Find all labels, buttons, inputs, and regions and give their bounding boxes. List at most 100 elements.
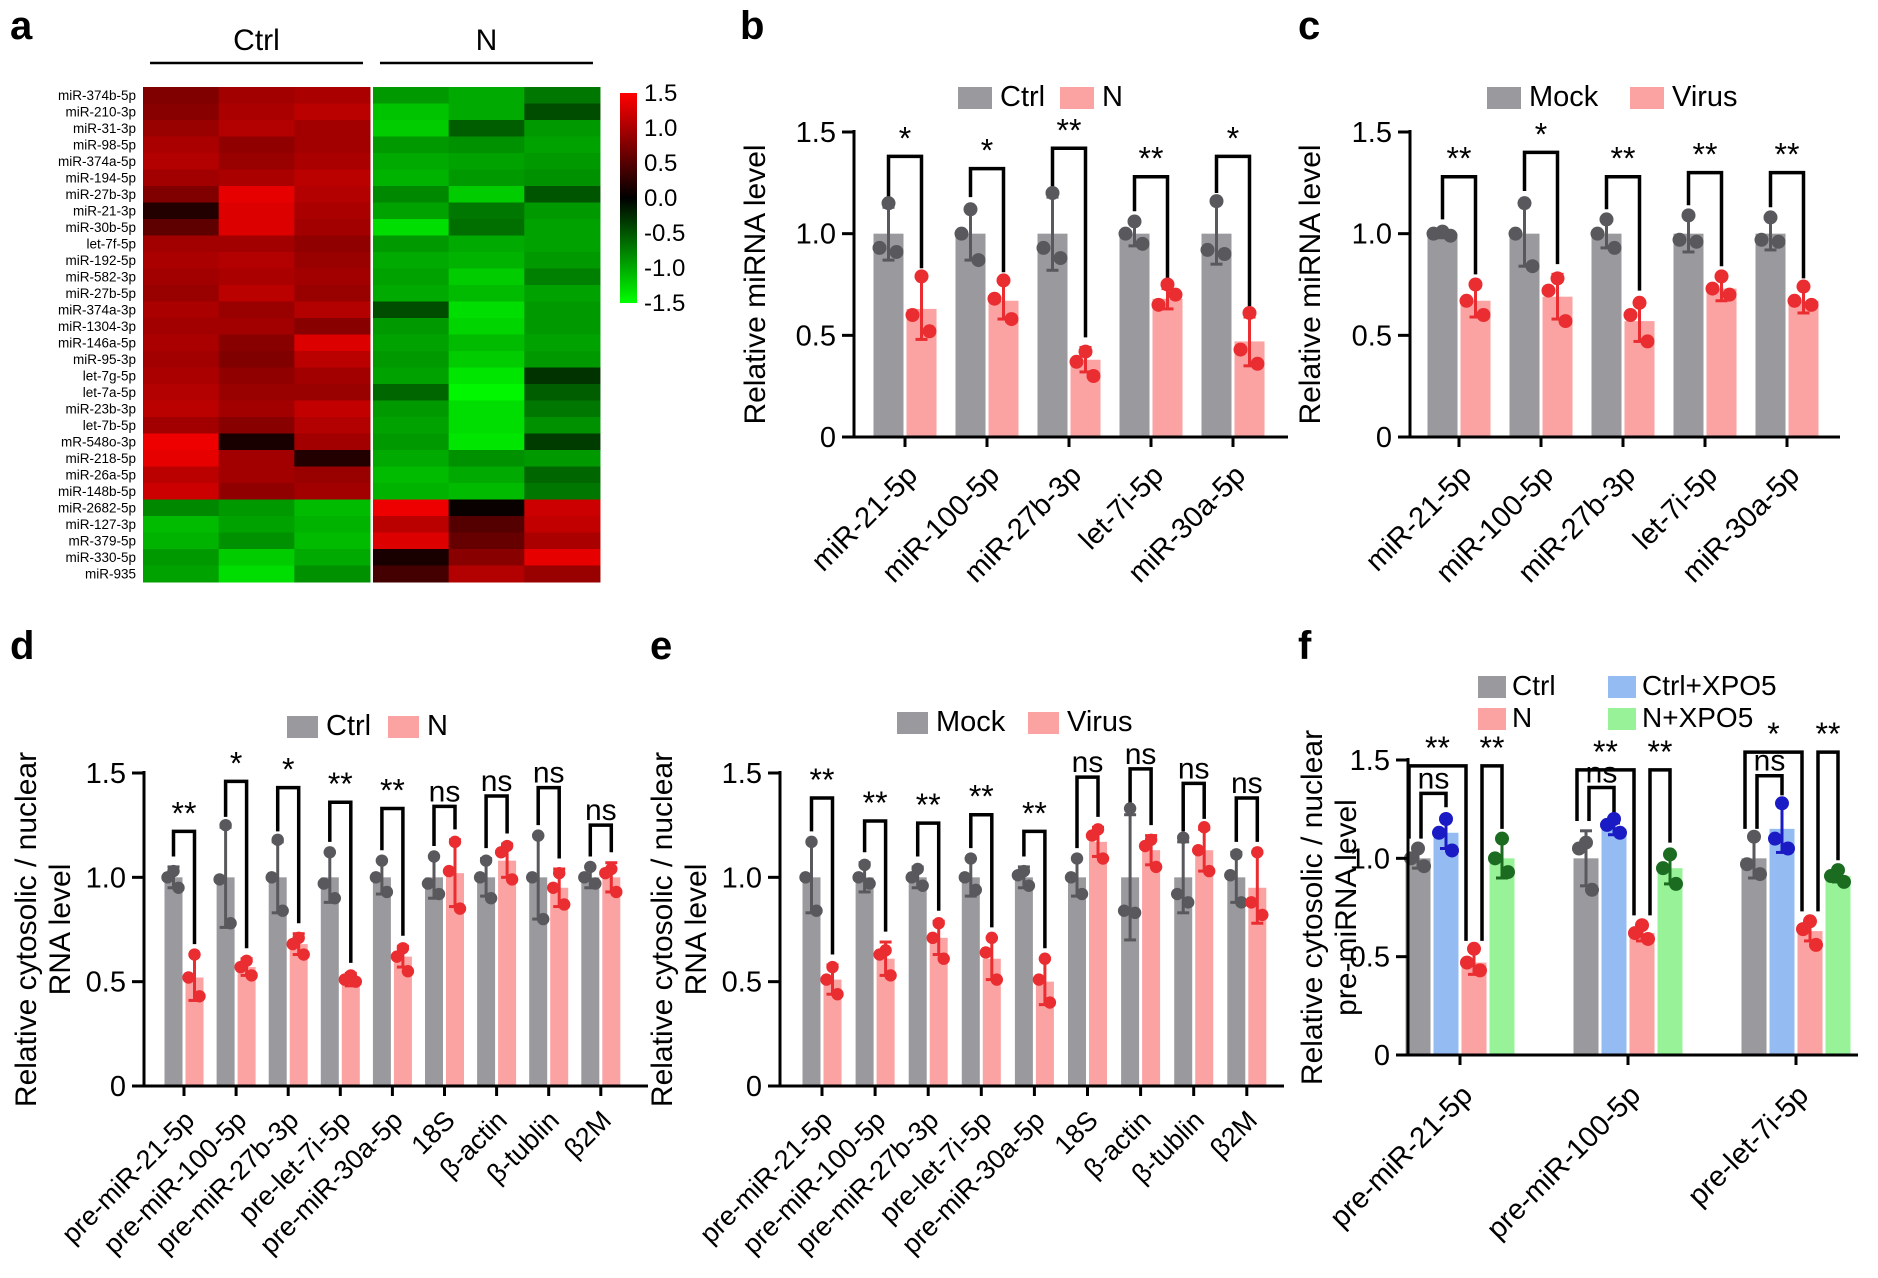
y-axis-title: RNA level (680, 864, 713, 996)
heatmap-cell (524, 549, 601, 566)
data-point (1198, 821, 1211, 834)
y-tick-label: 1.0 (722, 862, 762, 894)
legend-swatch (1630, 87, 1664, 109)
bar (1427, 233, 1458, 437)
heatmap-cell (218, 417, 295, 434)
bar (961, 877, 980, 1086)
data-point (188, 948, 201, 961)
legend-label: Ctrl+XPO5 (1642, 670, 1777, 701)
data-point (1641, 931, 1655, 946)
bar (982, 958, 1001, 1086)
significance-label: ns (481, 765, 513, 798)
data-point (421, 877, 435, 890)
data-point (1036, 240, 1051, 255)
bar (1591, 233, 1622, 437)
heatmap-cell (143, 235, 220, 253)
data-point (1053, 251, 1068, 266)
data-point (1045, 186, 1060, 200)
data-point (427, 850, 441, 863)
significance-label: ns (1125, 738, 1157, 771)
significance-bracket (862, 819, 888, 932)
heatmap-row-label: miR-26a-5p (65, 467, 136, 482)
bar (529, 877, 548, 1086)
significance-label: ** (1022, 795, 1047, 831)
heatmap-row-label: miR-330-5p (65, 550, 136, 565)
data-point (213, 873, 226, 886)
significance-bracket (275, 785, 301, 924)
heatmap-cell (294, 334, 371, 352)
heatmap-cell (294, 367, 371, 385)
heatmap-cell (143, 384, 220, 401)
heatmap-cell (524, 499, 601, 517)
heatmap-cell (448, 87, 525, 104)
bar (268, 877, 287, 1086)
significance-bracket (1234, 796, 1260, 842)
heatmap-cell (448, 351, 525, 368)
heatmap-cell (372, 334, 450, 352)
bar (1405, 858, 1431, 1055)
data-point (1038, 952, 1052, 965)
heatmap-row-label: miR-2682-5p (58, 500, 136, 515)
data-point (1032, 973, 1046, 986)
heatmap-cell (143, 466, 220, 484)
data-point (1118, 226, 1133, 241)
heatmap-row-label: miR-95-3p (73, 352, 136, 367)
bar (1489, 858, 1515, 1055)
bar (1461, 962, 1487, 1055)
data-point (1796, 922, 1810, 937)
data-point (990, 973, 1003, 986)
significance-bracket (809, 796, 835, 955)
data-point (926, 931, 939, 945)
heatmap-cell (372, 433, 450, 451)
data-point (1508, 226, 1523, 241)
heatmap-cell (218, 186, 295, 203)
data-point (889, 244, 904, 259)
data-point (219, 818, 232, 832)
significance-label: ** (1425, 730, 1450, 766)
heatmap-cell (143, 318, 220, 335)
heatmap-cell (294, 186, 371, 203)
data-point (1160, 277, 1175, 292)
heatmap-cell (294, 318, 371, 335)
heatmap-row-label: miR-194-5p (65, 170, 136, 185)
colorbar-tick-label: -1.0 (644, 255, 685, 282)
data-point (1217, 247, 1232, 261)
heatmap-cell (218, 87, 295, 104)
data-point (1011, 869, 1025, 882)
heatmap-cell (294, 235, 371, 253)
heatmap-cell (372, 516, 450, 533)
heatmap-cell (524, 87, 601, 104)
data-point (442, 864, 456, 878)
heatmap-cell (448, 433, 525, 451)
heatmap-cell (294, 499, 371, 517)
heatmap-cell (143, 301, 220, 319)
heatmap-cell (448, 186, 525, 203)
heatmap-cell (524, 285, 601, 302)
y-tick-label: 1.5 (722, 758, 762, 790)
bar (320, 877, 339, 1086)
bar (1825, 876, 1851, 1055)
data-point (1763, 210, 1778, 225)
heatmap-cell (143, 120, 220, 137)
heatmap-cell (294, 103, 371, 121)
heatmap-cell (524, 202, 601, 220)
data-point (432, 887, 446, 901)
heatmap-panel: Ctrl NmiR-374b-5pmiR-210-3pmiR-31-3pmiR-9… (58, 24, 685, 583)
bar (393, 956, 412, 1086)
data-point (317, 877, 330, 890)
bar (164, 877, 183, 1086)
significance-label: ** (1593, 734, 1618, 770)
significance-bracket (1050, 146, 1088, 338)
heatmap-cell (524, 400, 601, 418)
heatmap-cell (372, 268, 450, 286)
x-category-label: pre-miR-21-5p (1324, 1079, 1479, 1234)
significance-label: ns (1072, 746, 1104, 779)
data-point (954, 226, 969, 241)
data-point (1613, 825, 1627, 840)
significance-label: * (282, 752, 294, 788)
heatmap-cell (294, 532, 371, 550)
heatmap-row-label: miR-146a-5p (58, 335, 136, 350)
significance-label: ** (380, 772, 405, 808)
data-point (884, 969, 897, 982)
